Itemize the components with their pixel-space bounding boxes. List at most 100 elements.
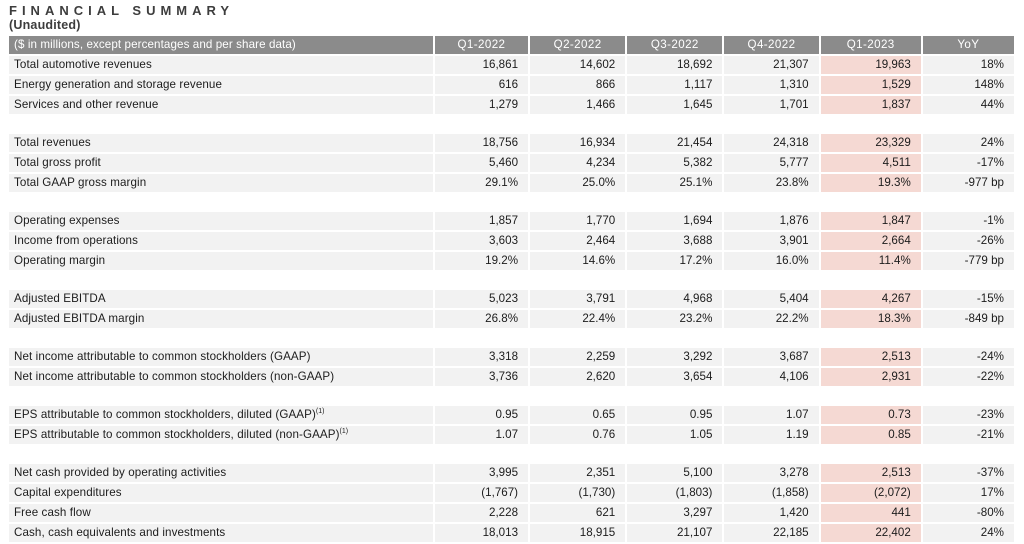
row-label: Adjusted EBITDA margin bbox=[9, 310, 433, 328]
row-label: Capital expenditures bbox=[9, 484, 433, 502]
cell-value: 3,736 bbox=[434, 368, 529, 386]
section-gap-cell bbox=[9, 388, 1014, 404]
cell-value: -21% bbox=[922, 426, 1014, 444]
cell-value-highlighted: 19,963 bbox=[820, 56, 921, 74]
cell-value: 1,466 bbox=[530, 96, 626, 114]
cell-value: 22.2% bbox=[724, 310, 819, 328]
column-header-q4-2022: Q4-2022 bbox=[724, 36, 819, 54]
row-label: Total automotive revenues bbox=[9, 56, 433, 74]
table-row: EPS attributable to common stockholders,… bbox=[9, 426, 1014, 444]
cell-value: 23.8% bbox=[724, 174, 819, 192]
cell-value: (1,767) bbox=[434, 484, 529, 502]
cell-value: -80% bbox=[922, 504, 1014, 522]
cell-value: 2,351 bbox=[530, 464, 626, 482]
cell-value: 18,915 bbox=[530, 524, 626, 542]
section-gap bbox=[9, 388, 1014, 404]
cell-value: 25.1% bbox=[627, 174, 723, 192]
cell-value: 3,292 bbox=[627, 348, 723, 366]
cell-value: 1,645 bbox=[627, 96, 723, 114]
section-gap-cell bbox=[9, 272, 1014, 288]
table-row: Total automotive revenues 16,861 14,602 18,… bbox=[9, 56, 1014, 74]
cell-value: 16,861 bbox=[434, 56, 529, 74]
cell-value: (1,730) bbox=[530, 484, 626, 502]
row-label: Total gross profit bbox=[9, 154, 433, 172]
row-label: Operating expenses bbox=[9, 212, 433, 230]
cell-value: 2,464 bbox=[530, 232, 626, 250]
table-row: Operating expenses 1,857 1,770 1,694 1,876 1,… bbox=[9, 212, 1014, 230]
cell-value-highlighted: 1,529 bbox=[820, 76, 921, 94]
cell-value: -1% bbox=[922, 212, 1014, 230]
cell-value: 0.95 bbox=[434, 406, 529, 424]
column-header-q1-2022: Q1-2022 bbox=[434, 36, 529, 54]
table-row: Total GAAP gross margin 29.1% 25.0% 25.1% 23… bbox=[9, 174, 1014, 192]
cell-value: -17% bbox=[922, 154, 1014, 172]
cell-value-highlighted: 11.4% bbox=[820, 252, 921, 270]
table-row: Net income attributable to common stockh… bbox=[9, 348, 1014, 366]
cell-value-highlighted: 18.3% bbox=[820, 310, 921, 328]
cell-value: 24,318 bbox=[724, 134, 819, 152]
cell-value: 5,382 bbox=[627, 154, 723, 172]
row-label: Net income attributable to common stockh… bbox=[9, 348, 433, 366]
cell-value: 3,603 bbox=[434, 232, 529, 250]
cell-value: 1.07 bbox=[434, 426, 529, 444]
cell-value: 18,756 bbox=[434, 134, 529, 152]
footnote-marker: (1) bbox=[315, 408, 325, 415]
section-gap bbox=[9, 330, 1014, 346]
cell-value: 1,770 bbox=[530, 212, 626, 230]
cell-value: 3,688 bbox=[627, 232, 723, 250]
column-header-q3-2022: Q3-2022 bbox=[627, 36, 723, 54]
page-title: FINANCIAL SUMMARY bbox=[9, 3, 235, 18]
row-label: Adjusted EBITDA bbox=[9, 290, 433, 308]
cell-value: 1,310 bbox=[724, 76, 819, 94]
cell-value: 5,460 bbox=[434, 154, 529, 172]
cell-value-highlighted: 1,837 bbox=[820, 96, 921, 114]
section-gap bbox=[9, 446, 1014, 462]
cell-value: -22% bbox=[922, 368, 1014, 386]
cell-value-highlighted: 441 bbox=[820, 504, 921, 522]
cell-value: 2,228 bbox=[434, 504, 529, 522]
cell-value: 19.2% bbox=[434, 252, 529, 270]
cell-value: 5,777 bbox=[724, 154, 819, 172]
row-label: Net income attributable to common stockh… bbox=[9, 368, 433, 386]
section-gap-cell bbox=[9, 116, 1014, 132]
row-label: Free cash flow bbox=[9, 504, 433, 522]
cell-value: 3,791 bbox=[530, 290, 626, 308]
cell-value: 3,995 bbox=[434, 464, 529, 482]
cell-value: 22,185 bbox=[724, 524, 819, 542]
cell-value: 0.95 bbox=[627, 406, 723, 424]
cell-value: 21,107 bbox=[627, 524, 723, 542]
table-row: Net income attributable to common stockh… bbox=[9, 368, 1014, 386]
cell-value: 16.0% bbox=[724, 252, 819, 270]
cell-value: 0.65 bbox=[530, 406, 626, 424]
cell-value: 4,106 bbox=[724, 368, 819, 386]
cell-value: 5,100 bbox=[627, 464, 723, 482]
cell-value-highlighted: 2,664 bbox=[820, 232, 921, 250]
cell-value: 21,454 bbox=[627, 134, 723, 152]
cell-value: 1,279 bbox=[434, 96, 529, 114]
table-row: Operating margin 19.2% 14.6% 17.2% 16.0% 11.4… bbox=[9, 252, 1014, 270]
cell-value: -977 bp bbox=[922, 174, 1014, 192]
table-row: EPS attributable to common stockholders,… bbox=[9, 406, 1014, 424]
cell-value: 3,318 bbox=[434, 348, 529, 366]
table-row: Cash, cash equivalents and investments 18… bbox=[9, 524, 1014, 542]
cell-value: 16,934 bbox=[530, 134, 626, 152]
cell-value-highlighted: 0.73 bbox=[820, 406, 921, 424]
table-header: ($ in millions, except percentages and p… bbox=[9, 36, 1014, 54]
cell-value-highlighted: 2,513 bbox=[820, 464, 921, 482]
cell-value-highlighted: 1,847 bbox=[820, 212, 921, 230]
section-gap bbox=[9, 194, 1014, 210]
cell-value: 1,857 bbox=[434, 212, 529, 230]
cell-value: 44% bbox=[922, 96, 1014, 114]
cell-value: 18,692 bbox=[627, 56, 723, 74]
footnote-marker: (1) bbox=[339, 428, 349, 435]
cell-value: 1.19 bbox=[724, 426, 819, 444]
cell-value: 25.0% bbox=[530, 174, 626, 192]
row-label: Total revenues bbox=[9, 134, 433, 152]
cell-value: 24% bbox=[922, 134, 1014, 152]
row-label: Services and other revenue bbox=[9, 96, 433, 114]
cell-value: -26% bbox=[922, 232, 1014, 250]
column-header-q2-2022: Q2-2022 bbox=[530, 36, 626, 54]
cell-value: 0.76 bbox=[530, 426, 626, 444]
section-gap-cell bbox=[9, 446, 1014, 462]
